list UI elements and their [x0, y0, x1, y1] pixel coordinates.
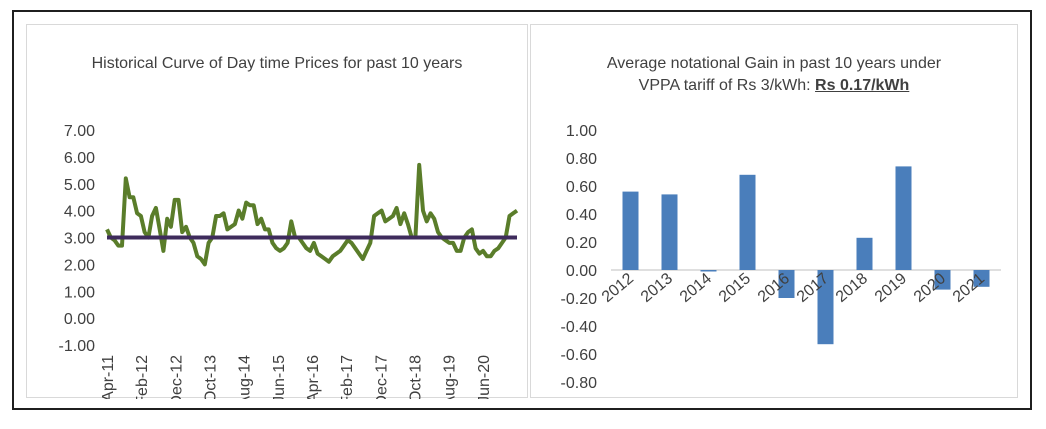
y-tick-label: 1.00 [64, 284, 95, 301]
y-tick-label: 0.60 [566, 179, 597, 196]
y-tick-label: -0.80 [561, 375, 598, 392]
x-category-label: 2018 [833, 270, 871, 306]
figure-frame: Historical Curve of Day time Prices for … [12, 10, 1032, 410]
x-tick-label: Jun-20 [476, 355, 493, 399]
x-tick-label: Aug-19 [442, 355, 459, 399]
x-category-label: 2014 [677, 270, 715, 306]
bar-chart-title: Average notational Gain in past 10 years… [531, 53, 1017, 97]
y-tick-label: 0.40 [566, 207, 597, 224]
y-tick-label: 7.00 [64, 123, 95, 140]
y-tick-label: 0.00 [566, 263, 597, 280]
x-tick-label: Dec-17 [373, 355, 390, 399]
price-history-panel: Historical Curve of Day time Prices for … [26, 24, 528, 399]
y-tick-label: -0.20 [561, 291, 598, 308]
x-tick-label: Jun-15 [271, 355, 288, 399]
y-tick-label: 4.00 [64, 204, 95, 221]
x-category-label: 2012 [599, 270, 637, 306]
x-tick-label: Feb-17 [339, 355, 356, 399]
bar-2013 [661, 194, 678, 270]
x-tick-label: Oct-13 [203, 355, 220, 399]
bar-2019 [895, 166, 912, 270]
y-tick-label: 0.80 [566, 151, 597, 168]
bar-chart-title-text: Average notational Gain in past 10 years… [606, 55, 942, 94]
bar-2020 [934, 270, 951, 290]
y-tick-label: 0.20 [566, 235, 597, 252]
y-tick-label: 0.00 [64, 311, 95, 328]
bar-2021 [973, 270, 990, 287]
x-tick-label: Dec-12 [168, 355, 185, 399]
y-tick-label: -0.40 [561, 319, 598, 336]
vppa-gain-panel: Average notational Gain in past 10 years… [530, 24, 1018, 398]
y-tick-label: -1.00 [59, 338, 96, 355]
bar-chart-title-highlight: Rs 0.17/kWh [815, 77, 910, 94]
y-tick-label: 5.00 [64, 177, 95, 194]
y-tick-label: -0.60 [561, 347, 598, 364]
x-tick-label: Oct-18 [408, 355, 425, 399]
bar-2012 [622, 191, 639, 270]
x-tick-label: Feb-12 [134, 355, 151, 399]
x-tick-label: Apr-11 [100, 355, 117, 399]
y-tick-label: 1.00 [566, 123, 597, 140]
bar-chart: 1.00 0.80 0.60 0.40 0.20 0.00 -0.20 -0.40 -0.60 -… [561, 123, 1001, 392]
bar-2017 [817, 270, 834, 345]
line-chart-title: Historical Curve of Day time Prices for … [91, 55, 463, 72]
day-price-series-line [105, 162, 519, 267]
bar-2014 [700, 270, 717, 272]
bar-2016 [778, 270, 795, 298]
y-tick-label: 6.00 [64, 150, 95, 167]
x-tick-label: Apr-16 [305, 355, 322, 399]
x-category-label: 2013 [638, 270, 676, 306]
y-tick-label: 2.00 [64, 257, 95, 274]
x-category-label: 2015 [716, 270, 754, 306]
x-tick-label: Aug-14 [237, 355, 254, 399]
x-category-label: 2019 [872, 270, 910, 306]
line-chart: 7.006.005.004.003.002.001.000.00-1.00Apr… [59, 123, 519, 399]
y-tick-label: 3.00 [64, 231, 95, 248]
bar-2018 [856, 237, 873, 270]
bar-2015 [739, 174, 756, 270]
